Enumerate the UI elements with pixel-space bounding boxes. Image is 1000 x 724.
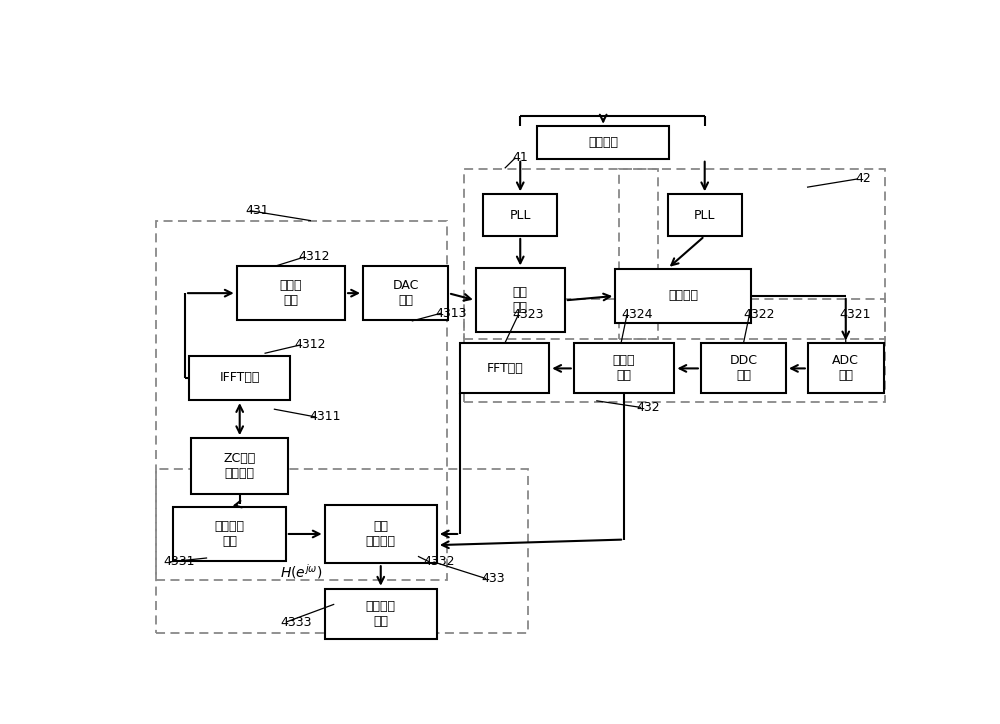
FancyBboxPatch shape bbox=[537, 127, 669, 159]
Text: 幅频估计
模块: 幅频估计 模块 bbox=[366, 599, 396, 628]
Text: 433: 433 bbox=[482, 572, 505, 585]
Text: DDC
模块: DDC 模块 bbox=[729, 355, 757, 382]
Text: 4312: 4312 bbox=[294, 339, 325, 351]
FancyBboxPatch shape bbox=[189, 355, 290, 400]
Text: 相关
运算模块: 相关 运算模块 bbox=[366, 520, 396, 548]
FancyBboxPatch shape bbox=[363, 266, 448, 321]
FancyBboxPatch shape bbox=[701, 343, 786, 394]
Text: 4331: 4331 bbox=[164, 555, 195, 568]
FancyBboxPatch shape bbox=[574, 343, 674, 394]
FancyBboxPatch shape bbox=[615, 269, 751, 323]
Text: 431: 431 bbox=[245, 204, 269, 217]
FancyBboxPatch shape bbox=[476, 269, 565, 332]
Text: $H(e^{j\omega})$: $H(e^{j\omega})$ bbox=[280, 563, 322, 581]
FancyBboxPatch shape bbox=[237, 266, 345, 321]
Text: 4333: 4333 bbox=[280, 615, 312, 628]
FancyBboxPatch shape bbox=[173, 507, 286, 561]
Text: DAC
模块: DAC 模块 bbox=[392, 279, 419, 307]
Text: 41: 41 bbox=[512, 151, 528, 164]
Text: 射频通道: 射频通道 bbox=[668, 290, 698, 303]
Text: ADC
模块: ADC 模块 bbox=[832, 355, 859, 382]
Text: 4322: 4322 bbox=[743, 308, 775, 321]
Text: 重采样
模块: 重采样 模块 bbox=[613, 355, 635, 382]
Text: 42: 42 bbox=[855, 172, 871, 185]
Text: PLL: PLL bbox=[510, 209, 531, 222]
FancyBboxPatch shape bbox=[325, 505, 437, 563]
Text: 4332: 4332 bbox=[423, 555, 455, 568]
Text: 4313: 4313 bbox=[435, 307, 466, 320]
Text: ZC序列
产生模块: ZC序列 产生模块 bbox=[224, 452, 256, 480]
Text: IFFT模块: IFFT模块 bbox=[220, 371, 260, 384]
Text: 共轭处理
模块: 共轭处理 模块 bbox=[215, 520, 245, 548]
Text: 432: 432 bbox=[637, 401, 660, 414]
FancyBboxPatch shape bbox=[483, 194, 557, 236]
FancyBboxPatch shape bbox=[325, 589, 437, 639]
Text: FFT模块: FFT模块 bbox=[486, 362, 523, 375]
Text: 重采样
模块: 重采样 模块 bbox=[280, 279, 302, 307]
FancyBboxPatch shape bbox=[668, 194, 742, 236]
Text: PLL: PLL bbox=[694, 209, 715, 222]
Text: 4321: 4321 bbox=[840, 308, 871, 321]
FancyBboxPatch shape bbox=[191, 438, 288, 494]
Text: 4312: 4312 bbox=[299, 251, 330, 264]
FancyBboxPatch shape bbox=[460, 343, 549, 394]
FancyBboxPatch shape bbox=[808, 343, 884, 394]
Text: 射频
通道: 射频 通道 bbox=[513, 287, 528, 314]
Text: 时钟同步: 时钟同步 bbox=[588, 136, 618, 149]
Text: 4324: 4324 bbox=[621, 308, 652, 321]
Text: 4311: 4311 bbox=[309, 411, 341, 424]
Text: 4323: 4323 bbox=[512, 308, 544, 321]
